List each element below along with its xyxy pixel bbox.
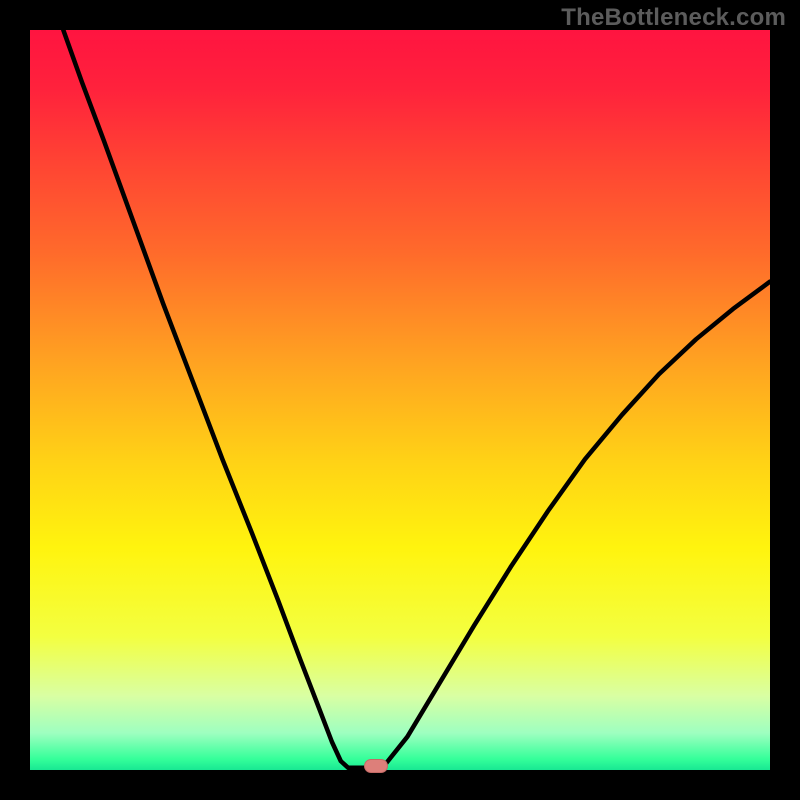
- optimal-point-marker: [364, 759, 388, 773]
- chart-plot-area: [30, 30, 770, 770]
- curve-path: [63, 30, 770, 768]
- watermark-text: TheBottleneck.com: [561, 4, 786, 32]
- bottleneck-curve: [30, 30, 770, 770]
